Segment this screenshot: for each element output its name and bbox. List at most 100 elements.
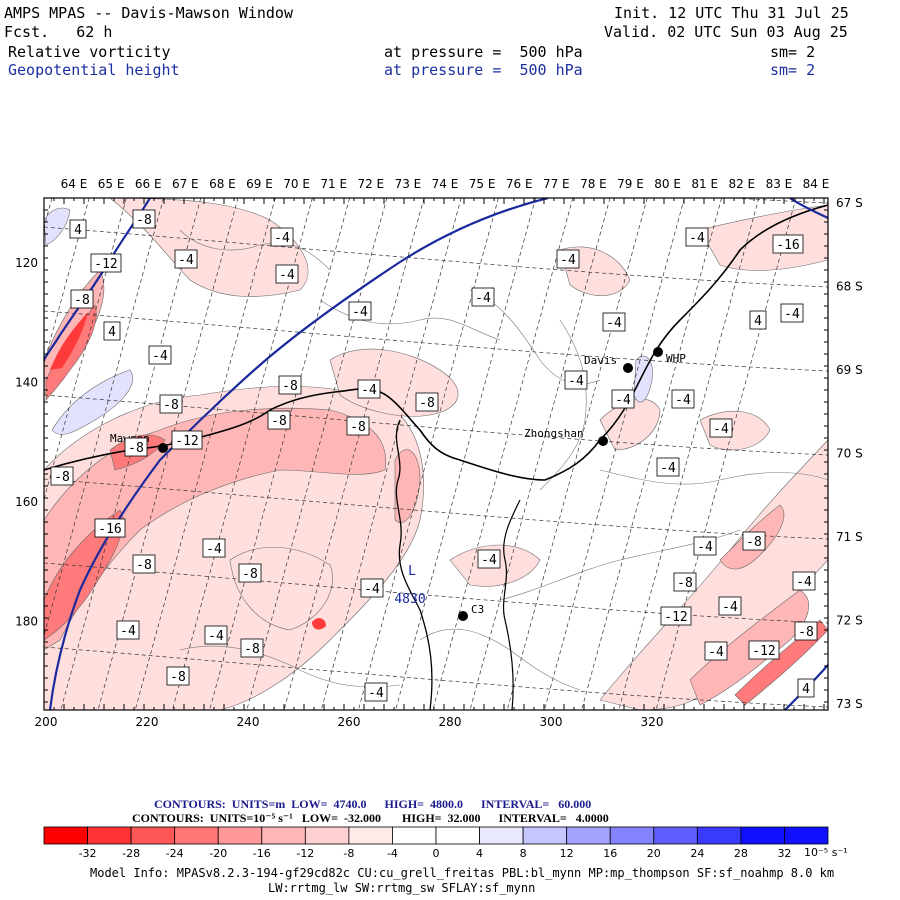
station-c3-marker[interactable]: [458, 611, 468, 621]
contour-label: -4: [368, 686, 384, 701]
longitude-label: 64 E: [61, 177, 88, 191]
contour-label-box: [357, 379, 381, 399]
contour-label: -8: [242, 567, 258, 582]
contour-label-box: [204, 625, 228, 645]
latitude-label: 70 S: [836, 447, 863, 461]
contour-label-box: [278, 375, 302, 395]
ice-shelf-boundary: [502, 499, 521, 710]
contour-label-box: [171, 430, 203, 450]
right-latitude-labels: 67 S 68 S 69 S 70 S 71 S 72 S 73 S: [836, 196, 863, 711]
contour-label: -8: [677, 576, 693, 591]
contour-label: -4: [708, 645, 724, 660]
contour-label: -4: [120, 624, 136, 639]
contour-label-box: [124, 437, 148, 457]
contour-label: -12: [752, 644, 775, 659]
station-whp-label: WHP: [666, 352, 686, 365]
station-markers: [158, 347, 663, 621]
x-tick-label: 320: [641, 715, 664, 729]
contour-label: -12: [175, 434, 198, 449]
longitude-label: 67 E: [172, 177, 199, 191]
contour-label-box: [346, 416, 370, 436]
contour-label: -8: [128, 441, 144, 456]
contour-label: -16: [776, 238, 799, 253]
contour-label: -4: [178, 253, 194, 268]
contour-label-box: [660, 606, 692, 626]
latitude-label: 72 S: [836, 614, 863, 628]
field2-pressure: at pressure = 500 hPa: [384, 61, 583, 79]
contour-label-box: [240, 638, 264, 658]
longitude-label: 72 E: [357, 177, 384, 191]
contour-label-box: [477, 549, 501, 569]
contour-label: 4: [754, 314, 762, 329]
x-tick-label: 280: [439, 715, 462, 729]
contour-label-box: [611, 389, 635, 409]
contour-label: 4: [74, 223, 82, 238]
contour-label: -4: [697, 540, 713, 555]
contour-label-box: [90, 253, 122, 273]
y-tick-label: 160: [15, 495, 38, 509]
contour-label-box: [148, 345, 172, 365]
map-frame: [43, 197, 829, 711]
longitude-label: 80 E: [654, 177, 681, 191]
contour-label: -8: [74, 293, 90, 308]
contour-label-box: [794, 621, 818, 641]
contour-label: -4: [364, 582, 380, 597]
contour-label-box: [471, 287, 495, 307]
contour-label-box: [780, 303, 804, 323]
contour-label-box: [116, 620, 140, 640]
map-title: AMPS MPAS -- Davis-Mawson Window: [4, 4, 293, 22]
latitude-label: 73 S: [836, 697, 863, 711]
contour-label: -4: [722, 600, 738, 615]
contour-label-box: [94, 518, 126, 538]
contour-label: -8: [136, 213, 152, 228]
contour-label: -4: [568, 374, 584, 389]
contour-label: -4: [615, 393, 631, 408]
station-zhongshan-marker[interactable]: [598, 436, 608, 446]
latitude-label: 67 S: [836, 196, 863, 210]
contour-label-box: [103, 321, 121, 341]
field2-name: Geopotential height: [8, 61, 180, 79]
contour-label-box: [704, 641, 728, 661]
longitude-label: 84 E: [803, 177, 830, 191]
contour-label-box: [709, 418, 733, 438]
longitude-label: 69 E: [246, 177, 273, 191]
station-mawson-marker[interactable]: [158, 443, 168, 453]
contour-label-box: [556, 249, 580, 269]
field1-pressure: at pressure = 500 hPa: [384, 43, 583, 61]
contour-label-box: [749, 310, 767, 330]
contour-label: -4: [689, 231, 705, 246]
frame-ticks: [43, 197, 828, 710]
contour-label: -8: [244, 642, 260, 657]
contour-label-box: [685, 227, 709, 247]
field1-smoothing: sm= 2: [770, 43, 816, 61]
top-longitude-labels: 64 E 65 E 66 E 67 E 68 E 69 E 70 E 71 E 72 E 73 E…: [61, 177, 830, 191]
contour-label-box: [792, 571, 816, 591]
x-tick-label: 240: [237, 715, 260, 729]
contour-label-box: [748, 640, 780, 660]
contour-label: -16: [98, 522, 121, 537]
contour-label: -4: [481, 553, 497, 568]
x-grid-tick-labels: 200 220 240 260 280 300 320: [35, 715, 664, 729]
model-info-line1: Model Info: MPASv8.2.3-194-gf29cd82c CU:…: [90, 866, 835, 880]
contour-label: -4: [784, 307, 800, 322]
contour-label-box: [415, 392, 439, 412]
longitude-label: 71 E: [320, 177, 347, 191]
station-zhongshan-label: Zhongshan: [524, 427, 584, 440]
vorticity-contour-legend: CONTOURS: UNITS=10⁻⁵ s⁻¹ LOW= -32.000 HI…: [132, 811, 609, 825]
contour-label-box: [159, 394, 183, 414]
longitude-label: 82 E: [728, 177, 755, 191]
station-davis-marker[interactable]: [623, 363, 633, 373]
contour-label-box: [364, 682, 388, 702]
longitude-label: 77 E: [543, 177, 570, 191]
contour-label-box: [797, 678, 815, 698]
longitude-label: 79 E: [617, 177, 644, 191]
station-whp-marker[interactable]: [653, 347, 663, 357]
field1-name: Relative vorticity: [8, 43, 171, 61]
longitude-label: 68 E: [209, 177, 236, 191]
contour-label: -8: [282, 379, 298, 394]
contour-label-box: [742, 531, 766, 551]
contour-label: -4: [660, 461, 676, 476]
contour-label: 4: [802, 682, 810, 697]
contour-label: -8: [163, 398, 179, 413]
contour-label: -4: [352, 305, 368, 320]
